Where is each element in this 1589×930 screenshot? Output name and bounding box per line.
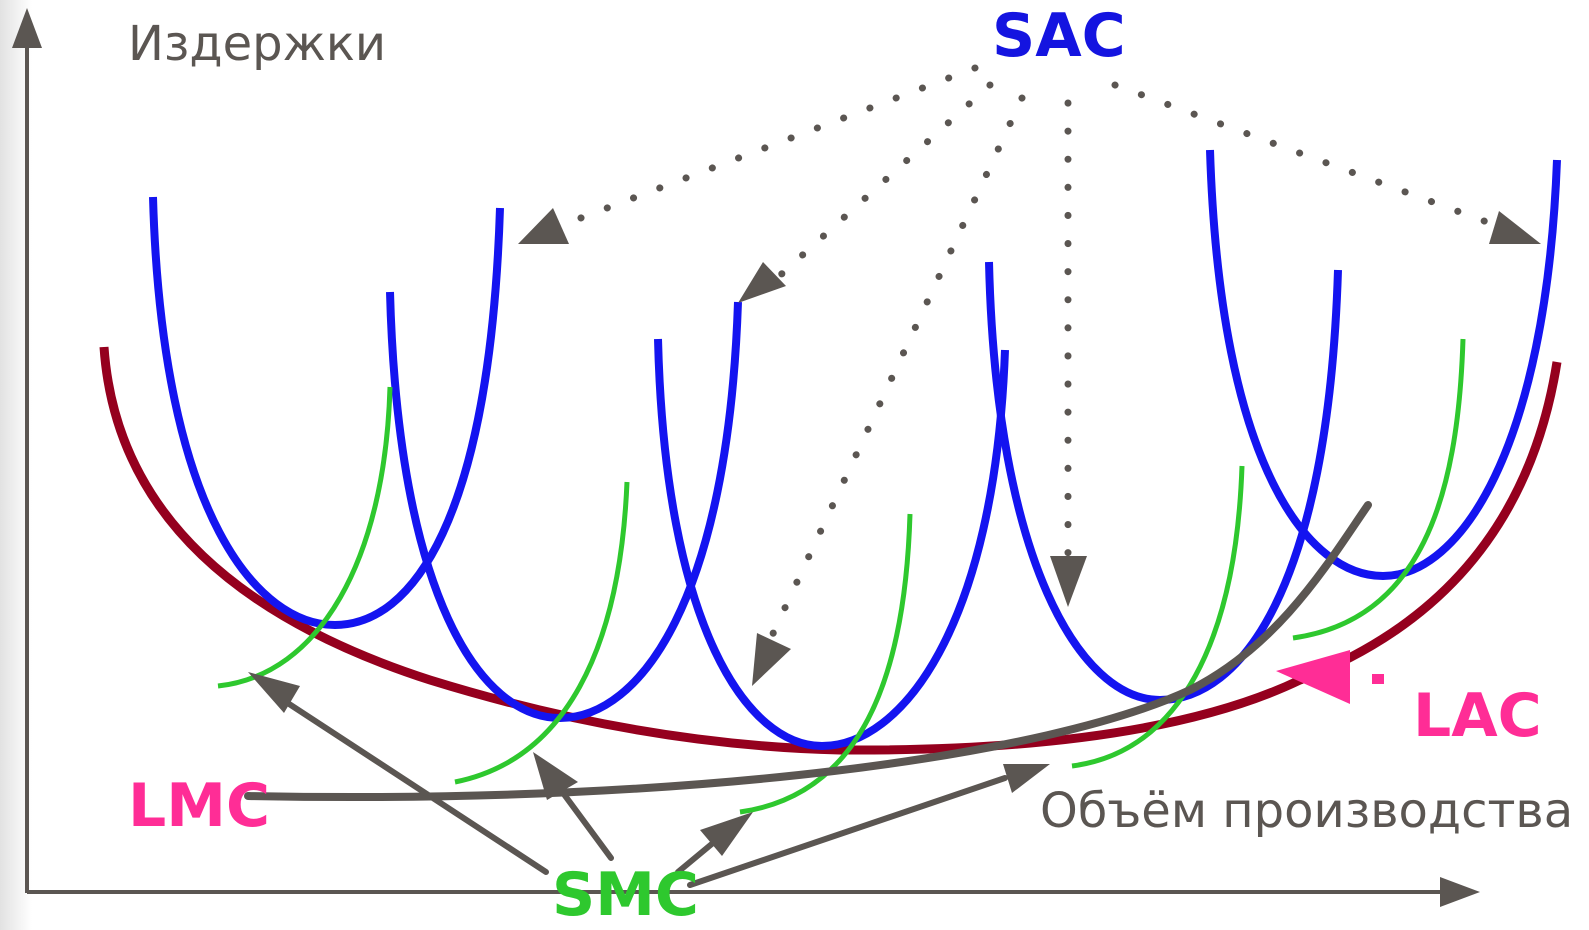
smc-curve [454,481,630,785]
smc-curve [1071,465,1245,769]
x-axis-arrowhead-icon [1440,877,1480,907]
triangle-arrowhead-icon [1489,211,1541,244]
triangle-arrowhead-icon [1050,556,1087,607]
sac-pointer-line [766,94,1026,644]
smc-pointer-line [687,775,1008,888]
sac-curve [149,196,504,630]
triangle-arrowhead-icon [752,633,791,686]
smc-curve [217,386,393,689]
lmc-label: LMC [128,771,270,841]
sac-curve [386,291,742,723]
lac-pointer-dash [1372,674,1384,684]
triangle-arrowhead-icon [518,208,569,244]
smc-curve [739,513,913,815]
sac-pointers [561,64,1499,644]
lac-pointer-arrowhead-icon [1276,650,1350,704]
lac-label: LAC [1413,681,1542,751]
smc-label: SMC [552,860,699,930]
triangle-arrowhead-icon [738,262,786,303]
axes [25,30,1450,894]
triangle-arrowhead-icon [248,672,300,713]
sac-pointer-arrowheads [518,208,1541,686]
sac-pointer-line [1111,81,1499,229]
sac-label: SAC [992,1,1126,71]
triangle-arrowhead-icon [533,752,578,800]
smc-pointer-arrowheads [248,672,1050,856]
sac-pointer-line [561,64,979,228]
lac-curve [99,346,1562,755]
sac-curve [1206,149,1561,581]
sac-curve [654,338,1009,751]
triangle-arrowhead-icon [1003,764,1050,793]
sac-curve [985,261,1342,705]
x-axis-label: Объём производства [1040,783,1574,839]
smc-curve [1292,338,1466,641]
y-axis-arrowhead-icon [12,8,42,48]
triangle-arrowhead-icon [700,812,753,856]
sac-curves [149,149,1561,751]
smc-pointer-line [277,695,549,875]
sac-pointer-line [771,81,994,284]
y-axis-label: Издержки [128,16,387,72]
